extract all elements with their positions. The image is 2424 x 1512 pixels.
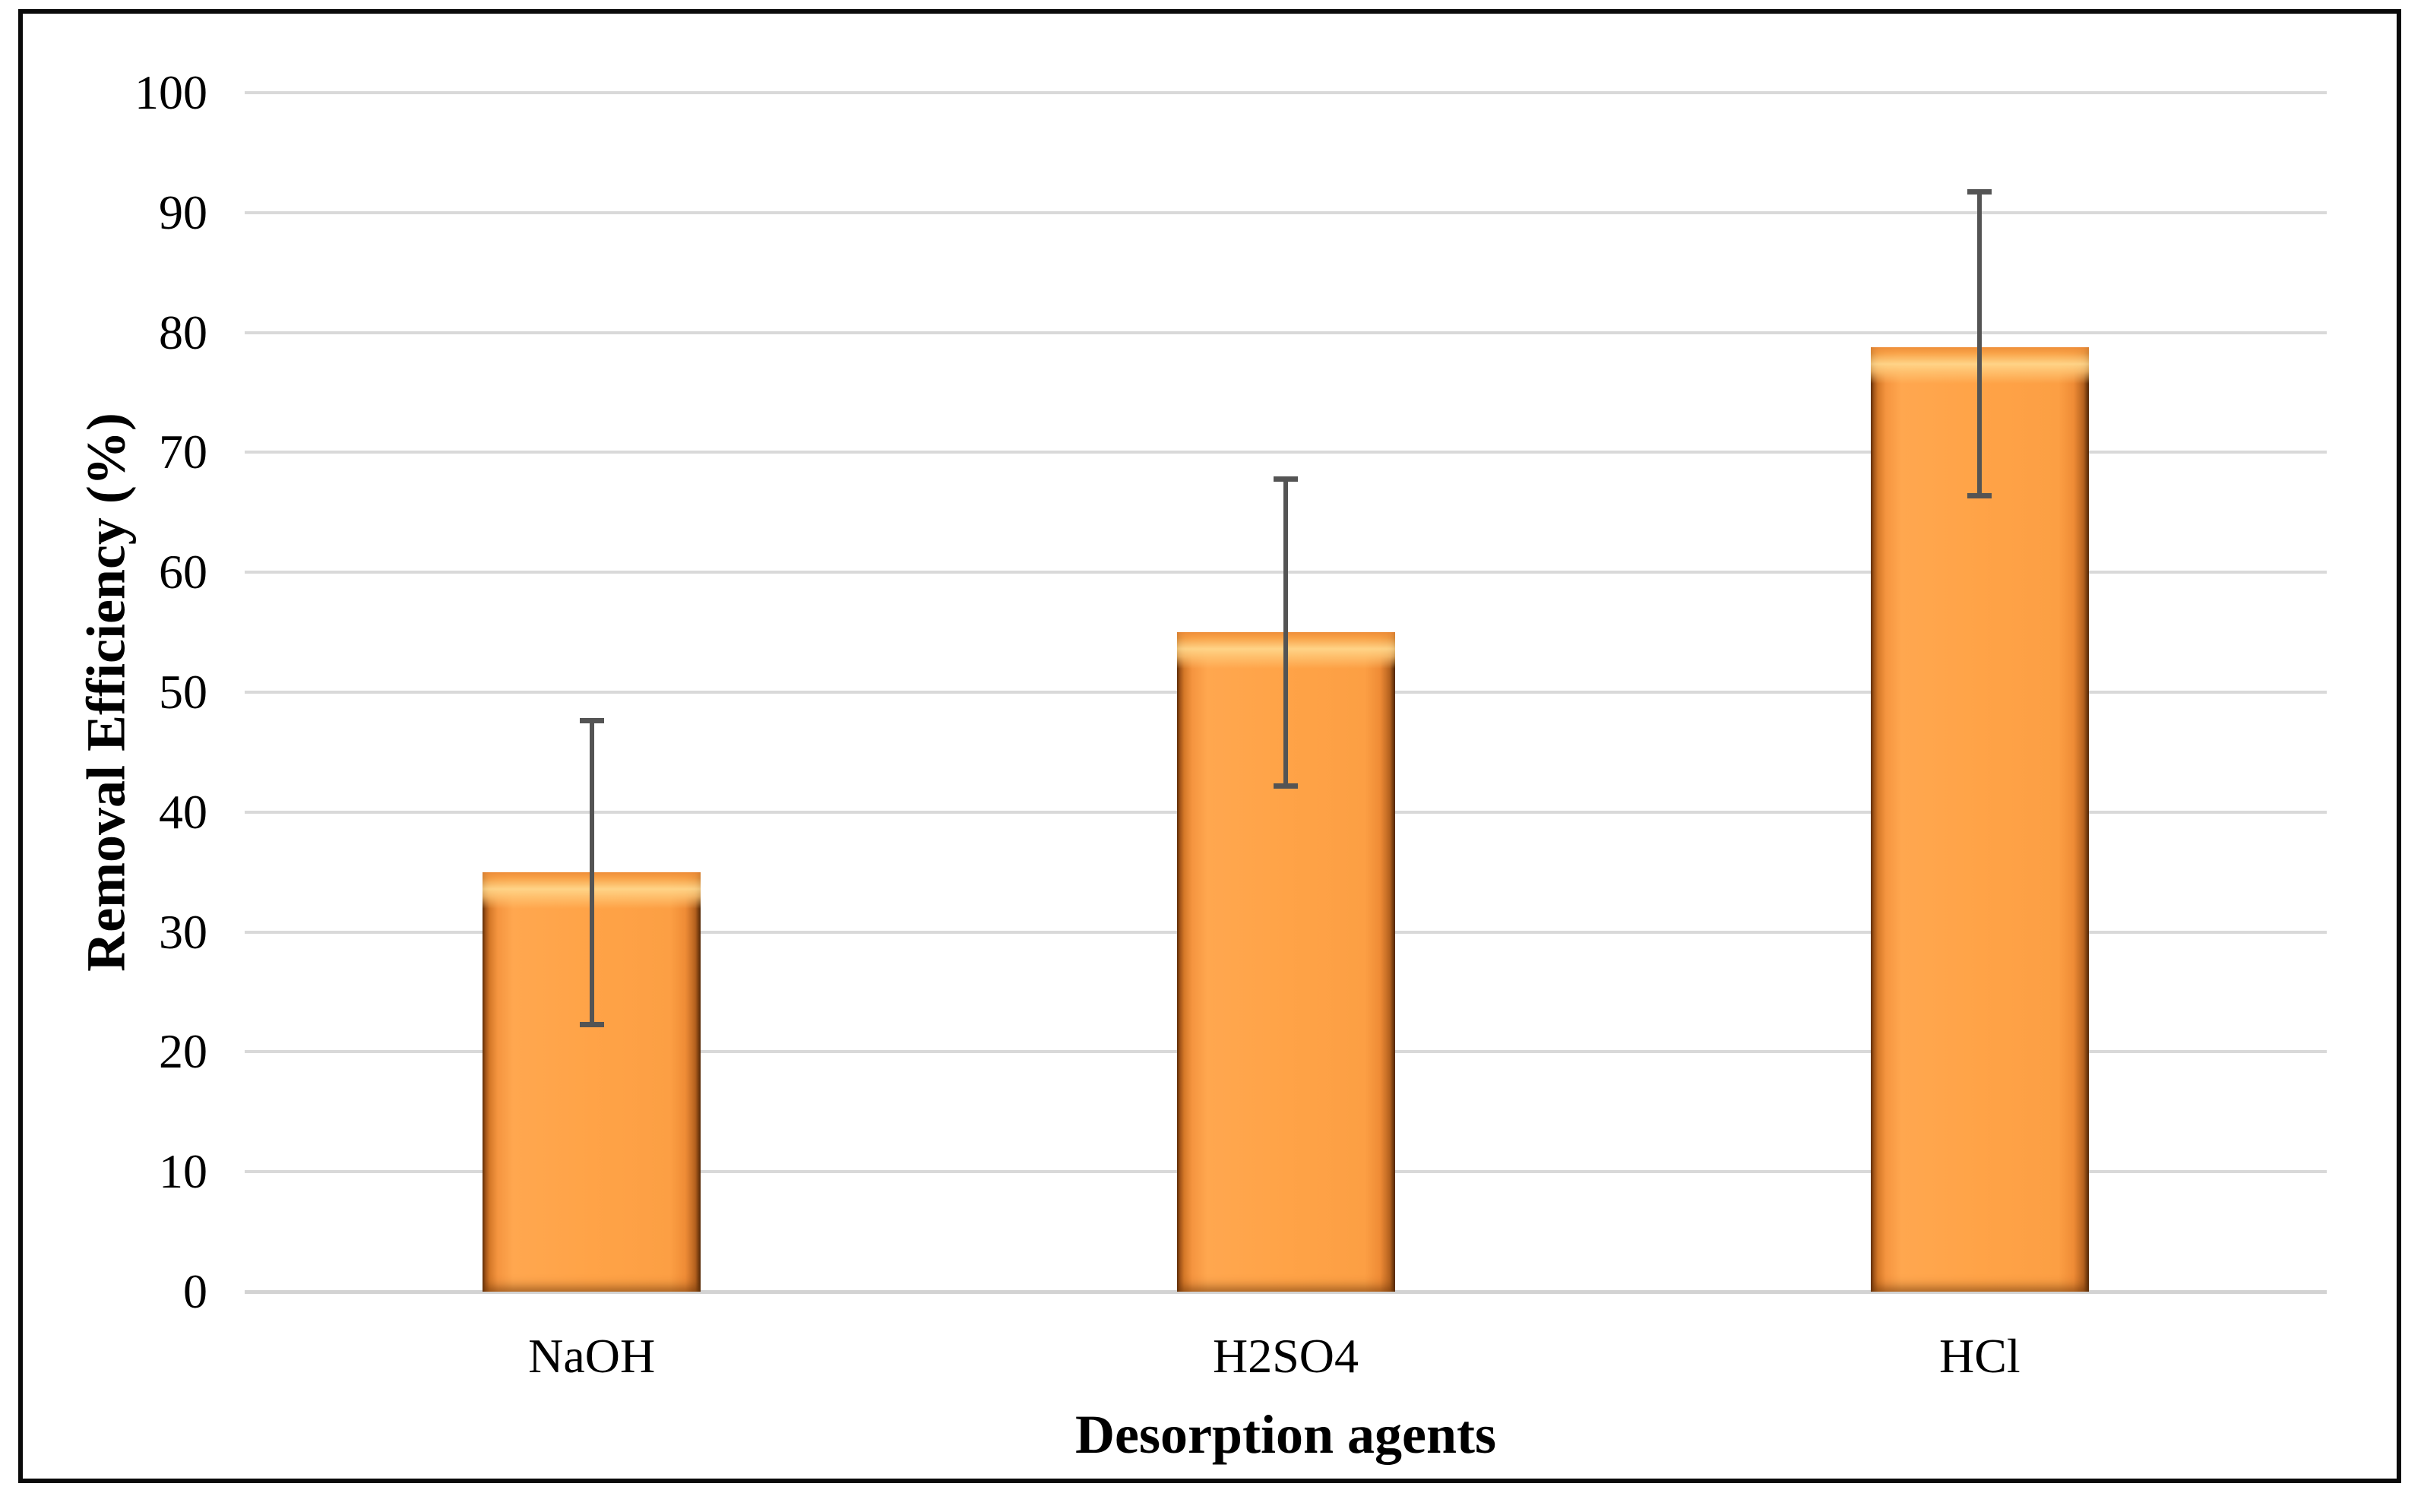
category-label-hcl: HCl	[1938, 1329, 2021, 1383]
gridline-90	[245, 210, 2327, 214]
error-bar-stem	[589, 718, 594, 1027]
gridline-70	[245, 451, 2327, 454]
error-bar-cap-top	[1967, 189, 1992, 195]
y-tick-label-20: 20	[159, 1024, 207, 1079]
category-label-naoh: NaOH	[528, 1329, 656, 1383]
error-bar-cap-bottom	[579, 1021, 604, 1027]
error-bar-cap-top	[579, 718, 604, 724]
y-tick-label-100: 100	[134, 65, 207, 119]
error-bar-hcl	[1967, 189, 1992, 498]
x-axis-title: Desorption agents	[1075, 1404, 1496, 1465]
error-bar-stem	[1977, 189, 1983, 498]
error-bar-cap-bottom	[1274, 783, 1298, 789]
bar-hcl	[1870, 346, 2089, 1292]
error-bar-h2so4	[1274, 476, 1298, 789]
y-tick-label-60: 60	[159, 545, 207, 599]
figure-border	[18, 9, 2401, 1483]
y-tick-label-80: 80	[159, 305, 207, 359]
error-bar-naoh	[579, 718, 604, 1027]
gridline-80	[245, 331, 2327, 334]
y-tick-label-70: 70	[159, 425, 207, 479]
y-tick-label-30: 30	[159, 904, 207, 959]
y-tick-label-0: 0	[183, 1264, 207, 1318]
error-bar-stem	[1283, 476, 1288, 789]
y-tick-label-10: 10	[159, 1144, 207, 1199]
error-bar-cap-top	[1274, 476, 1298, 482]
y-tick-label-90: 90	[159, 185, 207, 239]
x-axis-line	[245, 1289, 2327, 1294]
category-label-h2so4: H2SO4	[1212, 1329, 1359, 1383]
y-tick-label-40: 40	[159, 784, 207, 839]
gridline-100	[245, 91, 2327, 94]
y-axis-title: Removal Efficiency (%)	[75, 413, 137, 972]
y-tick-label-50: 50	[159, 665, 207, 719]
error-bar-cap-bottom	[1967, 492, 1992, 498]
